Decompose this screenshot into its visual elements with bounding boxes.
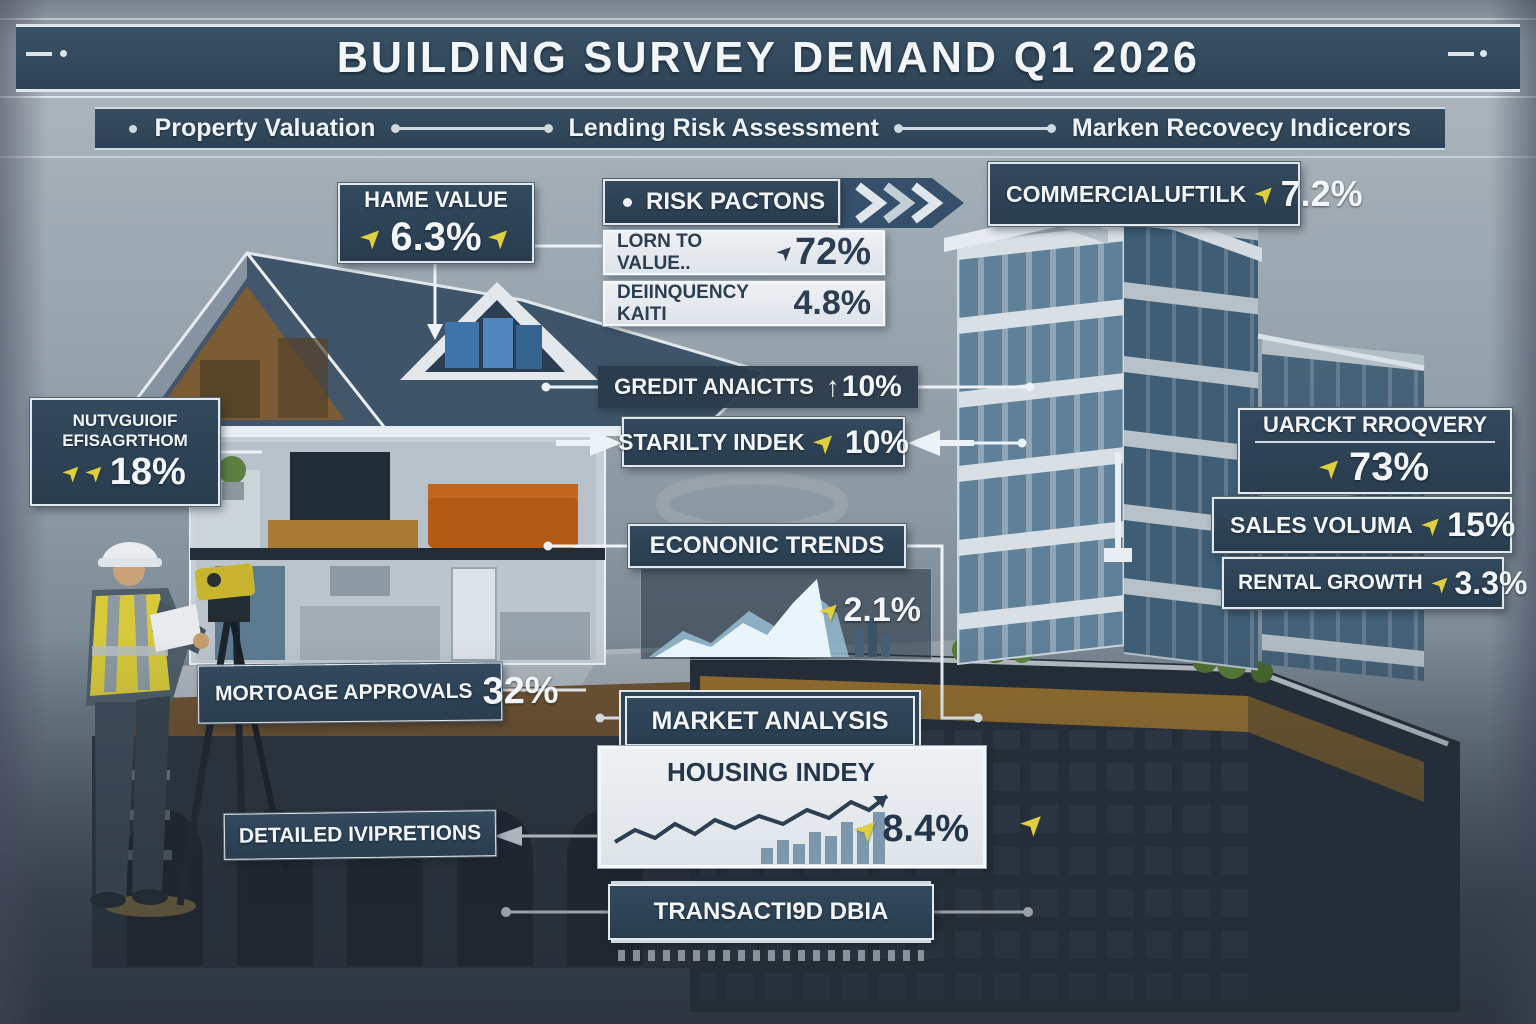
top-rule	[0, 18, 1536, 20]
credit-analytics-label: GREDIT ANAICTTS	[614, 374, 814, 399]
section-property-valuation: Property Valuation	[154, 114, 376, 142]
title-dash-left	[26, 52, 52, 56]
up-arrow-icon	[807, 425, 842, 460]
up-arrow-icon	[1250, 178, 1281, 209]
market-recovery-label: UARCKT RROQVERY	[1254, 412, 1496, 443]
delinquency-label: DEIINQUENCY KAITI	[617, 281, 749, 325]
rental-growth-label: RENTAL GROWTH	[1238, 571, 1423, 594]
page-title: BUILDING SURVEY DEMAND Q1 2026	[336, 33, 1200, 82]
up-arrow-icon	[1416, 509, 1447, 540]
loan-to-value-row: LORN TO VALUE.. 72%	[603, 230, 885, 275]
stability-index-value: 10%	[844, 423, 909, 460]
up-arrow-icon	[355, 220, 390, 255]
risk-factors-label: RISK PACTONS	[646, 188, 826, 215]
loan-to-value-row-value: 72%	[778, 231, 871, 274]
up-arrow-icon	[1426, 568, 1456, 598]
market-recovery-callout: UARCKT RROQVERY 73%	[1238, 408, 1512, 494]
economic-trends-callout: ECONONIC TRENDS	[628, 524, 906, 568]
economic-trends-panel: 2.1%	[640, 568, 932, 660]
chevron-right-icons	[838, 178, 964, 228]
economic-trends-value: 2.1%	[843, 591, 922, 629]
section-header-band: Property Valuation Lending Risk Assessme…	[95, 107, 1445, 150]
section-separator-line	[894, 124, 1057, 133]
commercial-uptake-row: 7.2%	[1256, 173, 1363, 215]
economic-trends-label: ECONONIC TRENDS	[649, 532, 885, 559]
up-arrow-icon	[482, 220, 517, 255]
loan-to-value-label: LORN TO VALUE..	[617, 230, 703, 274]
home-value-row: 6.3%	[362, 215, 509, 260]
sales-volume-callout: SALES VOLUMA 15%	[1212, 497, 1515, 553]
up-arrow-icon	[1314, 450, 1349, 485]
bullet-dot-icon	[129, 124, 137, 133]
housing-index-row: 8.4%	[856, 808, 969, 851]
commercial-uptake-value: 7.2%	[1280, 173, 1363, 214]
glyph-strip-decoration	[618, 950, 924, 961]
up-arrow-icon	[826, 371, 840, 403]
home-value-value: 6.3%	[390, 214, 482, 259]
section-lending-risk: Lending Risk Assessment	[568, 114, 879, 142]
sales-volume-row: 15%	[1423, 505, 1516, 545]
stability-index-callout: STARILTY INDEK 10%	[618, 417, 909, 467]
detailed-inspections-callout: DETAILED IVIPRETIONS	[223, 810, 497, 860]
mortgage-approvals-callout: MORTOAGE APPROVALS 32%	[197, 662, 559, 724]
transaction-data-callout: TRANSACTI9D DBIA	[608, 884, 934, 940]
housing-index-label: HOUSING INDEY	[667, 757, 876, 787]
title-under-rule	[0, 96, 1536, 98]
economic-trends-row: 2.1%	[821, 591, 922, 630]
section-separator-line	[390, 124, 553, 133]
housing-index-value: 8.4%	[882, 808, 969, 850]
engagement-line2: EFISAGRTHOM	[62, 430, 188, 450]
market-analysis-callout: MARKET ANALYSIS	[625, 696, 915, 746]
commercial-uptake-callout: COMMERCIALUFTILK 7.2%	[988, 162, 1363, 226]
ellipse-ring	[655, 471, 849, 537]
mortgage-approvals-value: 32%	[482, 669, 559, 713]
up-arrow-icon	[81, 457, 111, 487]
engagement-value: 18%	[109, 450, 186, 493]
stability-index-label: STARILTY INDEK	[618, 428, 805, 455]
loan-to-value-value: 72%	[794, 231, 871, 273]
sales-volume-value: 15%	[1447, 505, 1516, 544]
engagement-line1: NUTVGUIOIF	[72, 410, 178, 430]
title-dot-left	[60, 50, 67, 57]
home-value-callout: HAME VALUE 6.3%	[338, 183, 534, 263]
rental-growth-callout: RENTAL GROWTH 3.3%	[1222, 557, 1527, 609]
engagement-callout: NUTVGUIOIF EFISAGRTHOM 18%	[30, 398, 220, 506]
section-market-recovery: Marken Recovecy Indicerors	[1071, 114, 1411, 142]
risk-factors-callout: RISK PACTONS	[603, 179, 840, 225]
housing-index-panel: HOUSING INDEY 8.4%	[598, 746, 986, 868]
transaction-data-label: TRANSACTI9D DBIA	[653, 898, 889, 925]
section-under-rule	[0, 156, 1536, 158]
market-recovery-value: 73%	[1349, 445, 1430, 489]
bullet-dot-icon	[623, 197, 632, 207]
rental-growth-row: 3.3%	[1433, 564, 1528, 602]
market-recovery-row: 73%	[1321, 445, 1429, 490]
market-analysis-label: MARKET ANALYSIS	[651, 706, 889, 735]
engagement-row: 18%	[64, 451, 186, 494]
title-dash-right	[1448, 52, 1474, 56]
credit-analytics-row: 10%	[826, 370, 902, 404]
title-dot-right	[1480, 50, 1487, 57]
title-band: BUILDING SURVEY DEMAND Q1 2026	[16, 24, 1520, 92]
mortgage-approvals-label: MORTOAGE APPROVALS	[214, 679, 473, 706]
credit-analytics-callout: GREDIT ANAICTTS 10%	[598, 366, 918, 408]
home-value-label: HAME VALUE	[364, 186, 508, 212]
delinquency-value: 4.8%	[793, 284, 872, 322]
rental-growth-value: 3.3%	[1454, 564, 1528, 601]
credit-analytics-value: 10%	[841, 370, 902, 403]
sales-volume-label: SALES VOLUMA	[1230, 511, 1413, 538]
delinquency-row: DEIINQUENCY KAITI 4.8%	[603, 281, 885, 326]
commercial-uptake-label: COMMERCIALUFTILK	[1006, 180, 1247, 207]
detailed-inspections-label: DETAILED IVIPRETIONS	[238, 821, 482, 848]
